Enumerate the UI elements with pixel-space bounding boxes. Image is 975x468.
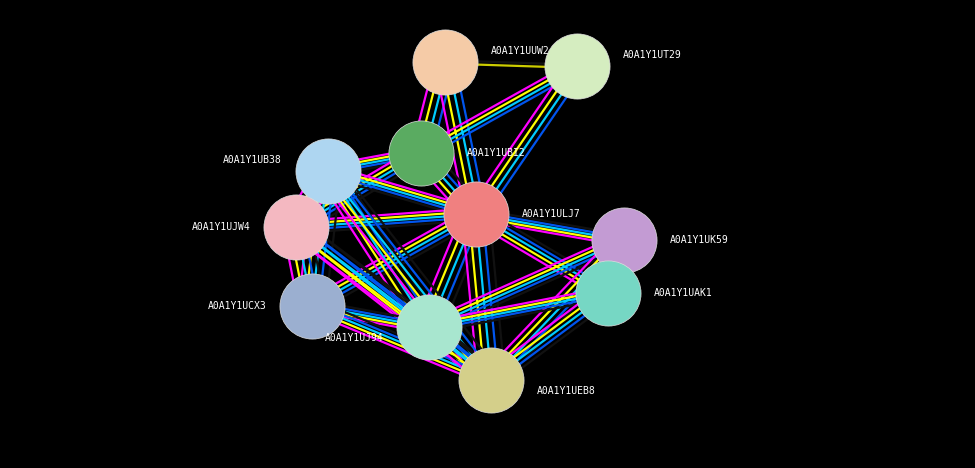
Text: A0A1Y1UCX3: A0A1Y1UCX3: [208, 300, 266, 311]
Point: [304, 302, 320, 309]
Point: [320, 167, 335, 175]
Point: [437, 58, 452, 66]
Point: [601, 289, 616, 296]
Text: A0A1Y1UUW2: A0A1Y1UUW2: [490, 46, 549, 56]
Point: [421, 324, 437, 331]
Point: [413, 150, 429, 157]
Point: [484, 376, 499, 383]
Point: [468, 211, 484, 218]
Text: A0A1Y1UJ94: A0A1Y1UJ94: [325, 333, 383, 344]
Text: A0A1Y1UB38: A0A1Y1UB38: [223, 155, 282, 165]
Text: A0A1Y1UBI2: A0A1Y1UBI2: [467, 148, 526, 158]
Text: A0A1Y1UEB8: A0A1Y1UEB8: [537, 386, 596, 395]
Point: [569, 63, 585, 70]
Text: A0A1Y1ULJ7: A0A1Y1ULJ7: [522, 209, 580, 219]
Text: A0A1Y1UAK1: A0A1Y1UAK1: [654, 288, 713, 298]
Point: [289, 224, 304, 231]
Text: A0A1Y1UT29: A0A1Y1UT29: [623, 51, 682, 60]
Point: [616, 237, 632, 244]
Text: A0A1Y1UJW4: A0A1Y1UJW4: [192, 222, 251, 232]
Text: A0A1Y1UK59: A0A1Y1UK59: [670, 235, 728, 245]
